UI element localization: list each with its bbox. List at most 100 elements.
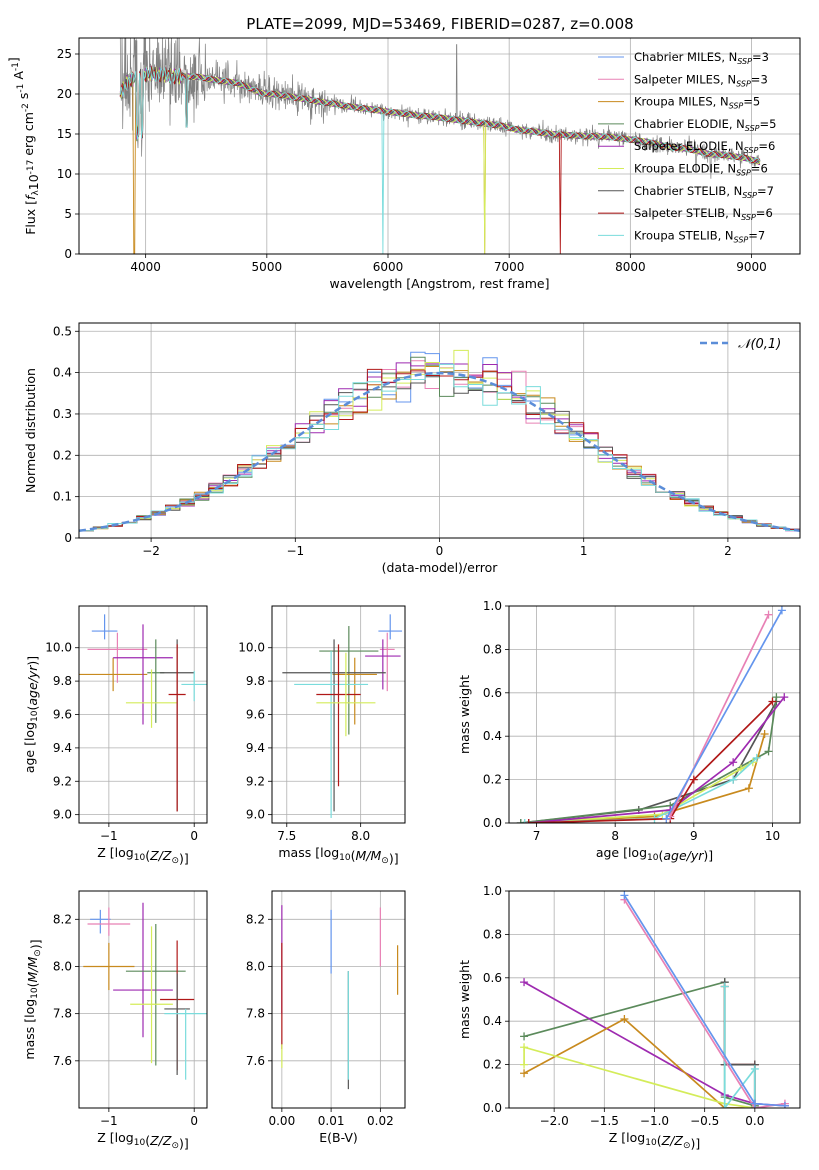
weight-vs-age-ytick-label: 0.0 [483, 816, 502, 830]
age-vs-mass-xtick-label: 7.5 [277, 829, 296, 843]
spectrum-frame [78, 37, 801, 255]
age-vs-z-frame [78, 605, 208, 824]
weight-vs-z-xtick-label: 0.0 [745, 1114, 764, 1128]
mass-vs-ebv-ytick-label: 7.8 [246, 1007, 265, 1021]
spectrum-xtick-label: 8000 [615, 260, 646, 274]
mass-vs-ebv-xtick-label: 0.00 [268, 1114, 295, 1128]
legend-label-1: Salpeter MILES, NSSP=3 [634, 72, 768, 88]
weight-vs-age-marker [729, 775, 738, 784]
legend-nssp: 7 [758, 228, 765, 242]
weight-vs-z-ytick-label: 0.6 [483, 971, 502, 985]
age-vs-z-ytick-label: 9.4 [53, 741, 72, 755]
age-vs-z-ytick-label: 9.6 [53, 708, 72, 722]
residual-histogram-7 [79, 368, 800, 532]
weight-vs-age-ytick-label: 0.4 [483, 729, 502, 743]
age-vs-mass-frame [271, 605, 406, 824]
weight-vs-age-marker [662, 814, 671, 823]
weight-vs-z-frame [508, 890, 801, 1109]
weight-vs-age-xtick-label: 9 [690, 829, 698, 843]
weight-vs-z-grid [509, 890, 800, 1109]
weight-vs-age-ytick-label: 0.2 [483, 773, 502, 787]
spectrum-model-line-6 [119, 66, 761, 164]
weight-vs-age-frame [508, 605, 801, 824]
weight-vs-z-xtick-label: −0.5 [690, 1114, 719, 1128]
weight-vs-age-series-line-8 [665, 609, 783, 820]
legend-label-2: Kroupa MILES, NSSP=5 [634, 95, 760, 111]
chart-mass-vs-ebv: 0.00 0.01 0.02 7.6 7.8 8.0 8.2 E(B-V) [246, 890, 406, 1145]
weight-vs-age-xtick-label: 8 [611, 829, 619, 843]
age-vs-z-ytick-label: 10.0 [45, 641, 72, 655]
legend-label-5: Kroupa ELODIE, NSSP=6 [634, 162, 768, 178]
legend-nssp: 6 [765, 206, 772, 220]
weight-vs-z-marker [750, 1064, 759, 1073]
normal-legend-label: 𝒩(0,1) [738, 337, 781, 352]
weight-vs-z-marker [520, 1043, 529, 1052]
weight-vs-age-marker [689, 775, 698, 784]
residuals-plot-area [79, 349, 800, 533]
residuals-xtick-label: −1 [286, 544, 304, 558]
spectrum-xlabel: wavelength [Angstrom, rest frame] [329, 276, 549, 291]
weight-vs-age-marker [524, 819, 533, 823]
age-vs-z-ylabel: age [log10(age/yr)] [22, 656, 40, 773]
spectrum-ytick-label: 25 [57, 47, 72, 61]
age-vs-mass-ytick-label: 9.8 [246, 674, 265, 688]
weight-vs-age-marker [752, 753, 761, 762]
weight-vs-age-series-line-6 [528, 700, 774, 823]
weight-vs-age-marker [516, 819, 525, 823]
mass-vs-z-ytick-label: 8.0 [53, 959, 72, 973]
weight-vs-age-marker [520, 819, 529, 823]
weight-vs-age-plot-area [516, 606, 789, 823]
residuals-ytick-label: 0 [64, 531, 72, 545]
weight-vs-z-ytick-label: 0.0 [483, 1101, 502, 1115]
mass-vs-ebv-ytick-label: 8.2 [246, 912, 265, 926]
age-vs-z-xtick-label: −1 [100, 829, 118, 843]
legend-model-name: Salpeter MILES [634, 72, 720, 86]
normal-reference-curve [79, 371, 800, 533]
weight-vs-age-marker [729, 758, 738, 767]
weight-vs-z-xlabel: Z [log10(Z/Z⊙)] [609, 1130, 701, 1151]
mass-vs-z-xlabel: Z [log10(Z/Z⊙)] [97, 1130, 189, 1151]
mass-vs-z-xtick-label: 0 [190, 1114, 198, 1128]
residuals-ytick-label: 0.2 [53, 448, 72, 462]
spectrum-model-line-4 [119, 66, 761, 166]
legend-model-name: Kroupa STELIB [634, 228, 718, 242]
spectrum-ylabel: Flux [fλ10-17 erg cm-2 s-1 A-1] [6, 57, 41, 235]
legend-label-7: Salpeter STELIB, NSSP=6 [634, 206, 773, 222]
weight-vs-age-ytick-label: 0.6 [483, 686, 502, 700]
weight-vs-z-marker [620, 891, 629, 900]
weight-vs-age-marker [744, 784, 753, 793]
weight-vs-age-marker [760, 730, 769, 739]
mass-vs-ebv-xtick-label: 0.01 [318, 1114, 345, 1128]
weight-vs-age-series-line-5 [528, 696, 785, 823]
chart-age-vs-mass: 7.5 8.0 9.0 9.2 9.4 9.6 9.8 10.0 mass [log10(M/M… [238, 605, 406, 866]
residuals-xtick-label: 1 [580, 544, 588, 558]
residual-histogram-3 [79, 356, 800, 532]
residuals-ytick-label: 0.5 [53, 324, 72, 338]
legend-model-name: Kroupa MILES [634, 95, 713, 109]
legend-nssp: 7 [767, 184, 774, 198]
chart-spectrum: 4000 5000 6000 7000 8000 9000 0 5 10 15 20 25 wavele… [6, 37, 801, 291]
weight-vs-z-ytick-label: 0.2 [483, 1058, 502, 1072]
legend-model-name: Salpeter ELODIE [634, 139, 728, 153]
residuals-xtick-label: −2 [142, 544, 160, 558]
spectrum-model-line-8 [119, 65, 761, 254]
weight-vs-age-marker [780, 693, 789, 702]
legend-model-name: Chabrier STELIB [634, 184, 726, 198]
spectrum-ytick-label: 20 [57, 87, 72, 101]
chart-mass-vs-z: −1 0 7.6 7.8 8.0 8.2 Z [log10(Z/Z⊙)] mass [log1… [22, 890, 208, 1151]
weight-vs-age-series-line-3 [528, 761, 754, 823]
figure-title: PLATE=2099, MJD=53469, FIBERID=0287, z=0… [246, 15, 633, 33]
age-vs-z-xlabel: Z [log10(Z/Z⊙)] [97, 845, 189, 866]
weight-vs-age-xtick-label: 7 [533, 829, 541, 843]
mass-vs-ebv-plot-area [281, 905, 399, 1090]
spectrum-plot-area [119, 38, 761, 254]
age-vs-mass-xlabel: mass [log10(M/M⊙)] [278, 845, 398, 866]
spectrum-xtick-label: 6000 [373, 260, 404, 274]
mass-vs-ebv-xlabel: E(B-V) [319, 1130, 358, 1145]
weight-vs-z-xtick-label: −2.0 [540, 1114, 569, 1128]
legend-model-name: Chabrier ELODIE [634, 117, 729, 131]
mass-vs-z-plot-area [83, 902, 207, 1080]
residuals-ytick-label: 0.3 [53, 407, 72, 421]
legend-label-3: Chabrier ELODIE, NSSP=5 [634, 117, 776, 133]
legend-model-name: Salpeter STELIB [634, 206, 725, 220]
